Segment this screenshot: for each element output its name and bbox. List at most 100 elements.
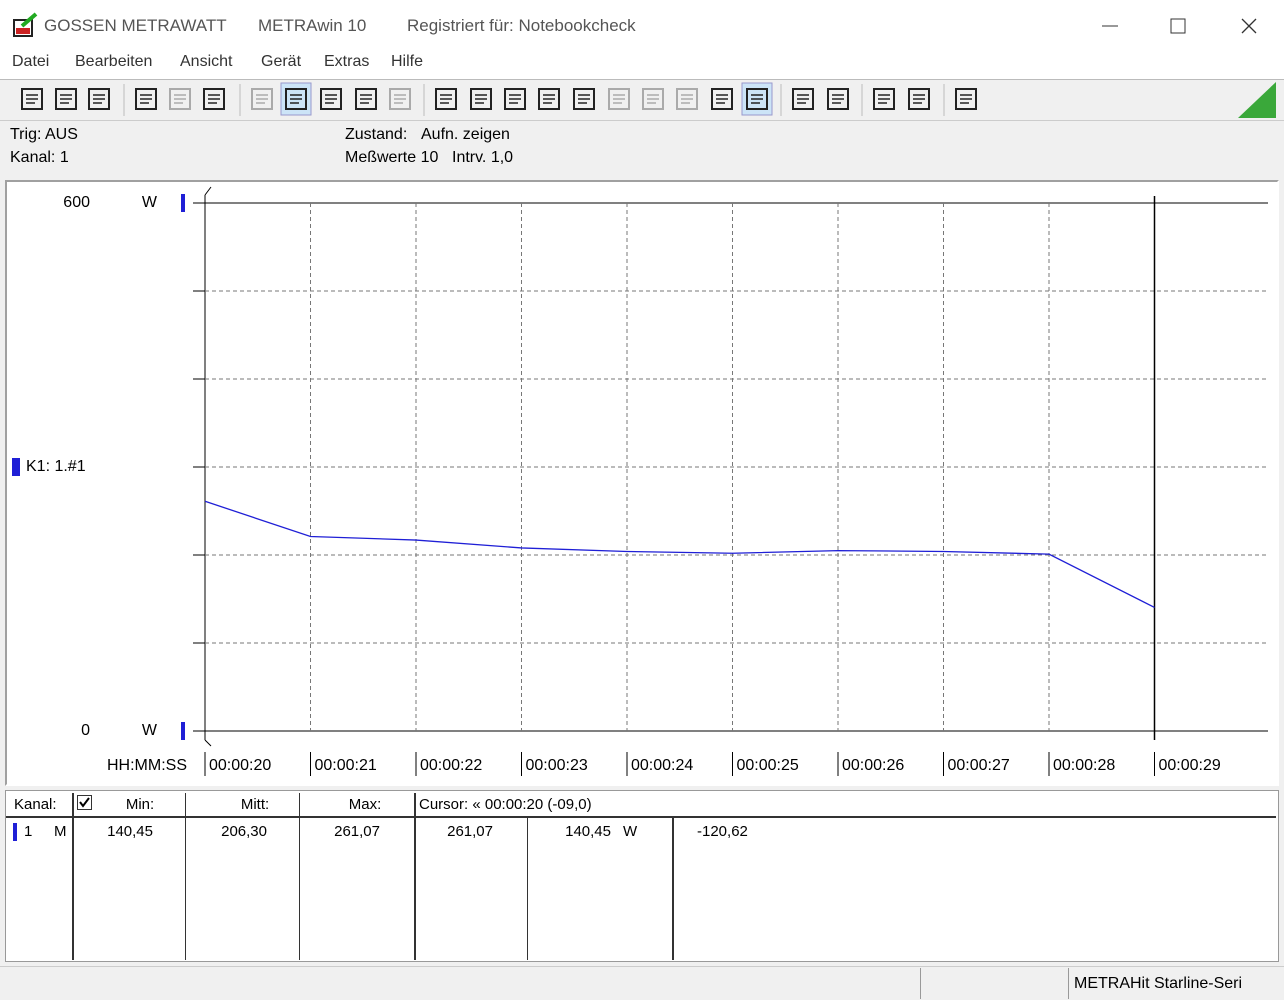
column-rule bbox=[299, 793, 300, 960]
toolbar-button[interactable] bbox=[573, 88, 595, 110]
status-divider bbox=[920, 968, 921, 999]
maximize[interactable] bbox=[1170, 18, 1186, 34]
menu-item[interactable]: Bearbeiten bbox=[75, 53, 153, 70]
button-glyph bbox=[290, 94, 302, 104]
toolbar-button[interactable] bbox=[389, 88, 411, 110]
button-glyph bbox=[174, 94, 186, 104]
toolbar-button[interactable] bbox=[642, 88, 664, 110]
window-controls[interactable] bbox=[1090, 10, 1270, 42]
menu-bar bbox=[0, 50, 1284, 79]
toolbar-button[interactable] bbox=[873, 88, 895, 110]
table-header: Cursor: « 00:00:20 (-09,0) bbox=[419, 796, 592, 813]
button-glyph bbox=[389, 88, 411, 110]
toolbar bbox=[21, 82, 1276, 118]
state: Aufn. zeigen bbox=[421, 126, 510, 143]
toolbar-button[interactable] bbox=[470, 88, 492, 110]
button-glyph bbox=[873, 88, 895, 110]
button-glyph bbox=[140, 94, 152, 104]
toolbar-button[interactable] bbox=[21, 88, 43, 110]
separator bbox=[0, 79, 1284, 80]
button-glyph bbox=[285, 88, 307, 110]
toolbar-button[interactable] bbox=[741, 82, 773, 116]
button-glyph bbox=[60, 94, 72, 104]
button-glyph bbox=[203, 88, 225, 110]
cell: W bbox=[623, 823, 638, 840]
button-glyph bbox=[960, 94, 972, 104]
cell: 1 bbox=[24, 823, 33, 840]
count: Meßwerte 10 bbox=[345, 149, 439, 166]
button-glyph bbox=[256, 94, 268, 104]
button-glyph bbox=[955, 88, 977, 110]
button-glyph bbox=[509, 94, 521, 104]
toolbar-button[interactable] bbox=[955, 88, 977, 110]
toolbar-button[interactable] bbox=[88, 88, 110, 110]
button-glyph bbox=[435, 88, 457, 110]
table-rule bbox=[6, 816, 1276, 818]
column-rule bbox=[185, 793, 186, 960]
cell: M bbox=[54, 823, 67, 840]
button-glyph bbox=[878, 94, 890, 104]
toolbar-button[interactable] bbox=[55, 88, 77, 110]
button-glyph bbox=[797, 94, 809, 104]
chart-panel bbox=[5, 180, 1279, 786]
button-glyph bbox=[475, 94, 487, 104]
app-name: GOSSEN METRAWATT bbox=[44, 16, 227, 35]
toolbar-button[interactable] bbox=[908, 88, 930, 110]
menu-item[interactable]: Datei bbox=[12, 53, 50, 70]
program-name: METRAwin 10 bbox=[258, 16, 367, 35]
toolbar-button[interactable] bbox=[827, 88, 849, 110]
menu-item[interactable]: Gerät bbox=[261, 53, 302, 70]
toolbar-button[interactable] bbox=[711, 88, 733, 110]
button-glyph bbox=[440, 94, 452, 104]
button-glyph bbox=[470, 88, 492, 110]
app-icon bbox=[13, 12, 38, 37]
toolbar-button[interactable] bbox=[676, 88, 698, 110]
table-header: Min: bbox=[125, 796, 155, 813]
logo-triangle bbox=[1238, 82, 1276, 118]
menu-item[interactable]: Extras bbox=[324, 53, 370, 70]
table-panel bbox=[5, 790, 1279, 962]
toolbar-button[interactable] bbox=[435, 88, 457, 110]
toolbar-button[interactable] bbox=[203, 88, 225, 110]
button-glyph bbox=[320, 88, 342, 110]
button-glyph bbox=[251, 88, 273, 110]
button-glyph bbox=[21, 88, 43, 110]
button-glyph bbox=[613, 94, 625, 104]
state-label: Zustand: bbox=[345, 126, 408, 143]
button-glyph bbox=[908, 88, 930, 110]
button-glyph bbox=[681, 94, 693, 104]
checkbox[interactable] bbox=[77, 795, 93, 811]
row-marker bbox=[13, 823, 17, 841]
button-glyph bbox=[88, 88, 110, 110]
toolbar-button[interactable] bbox=[135, 88, 157, 110]
button-glyph bbox=[55, 88, 77, 110]
menu-item[interactable]: Ansicht bbox=[180, 53, 233, 70]
button-glyph bbox=[647, 94, 659, 104]
button-glyph bbox=[504, 88, 526, 110]
button-glyph bbox=[676, 88, 698, 110]
toolbar-button[interactable] bbox=[251, 88, 273, 110]
separator bbox=[0, 120, 1284, 121]
toolbar-button[interactable] bbox=[320, 88, 342, 110]
toolbar-button[interactable] bbox=[504, 88, 526, 110]
button-glyph bbox=[913, 94, 925, 104]
button-glyph bbox=[832, 94, 844, 104]
button-glyph bbox=[746, 88, 768, 110]
toolbar-button[interactable] bbox=[608, 88, 630, 110]
button-glyph bbox=[751, 94, 763, 104]
cell: 140,45 bbox=[565, 823, 611, 840]
cell: 261,07 bbox=[447, 823, 493, 840]
button-glyph bbox=[792, 88, 814, 110]
close[interactable] bbox=[1241, 18, 1257, 34]
toolbar-button[interactable] bbox=[355, 88, 377, 110]
button-glyph bbox=[538, 88, 560, 110]
button-glyph bbox=[169, 88, 191, 110]
column-rule bbox=[72, 793, 74, 960]
toolbar-button[interactable] bbox=[538, 88, 560, 110]
toolbar-button[interactable] bbox=[169, 88, 191, 110]
button-glyph bbox=[325, 94, 337, 104]
toolbar-button[interactable] bbox=[280, 82, 312, 116]
toolbar-button[interactable] bbox=[792, 88, 814, 110]
menu-item[interactable]: Hilfe bbox=[391, 53, 424, 70]
table-header: Kanal: bbox=[14, 796, 57, 813]
